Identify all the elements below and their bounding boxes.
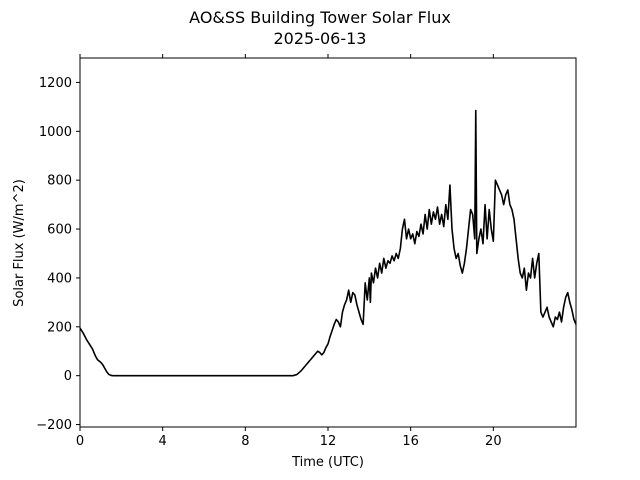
- x-tick-label: 4: [159, 434, 167, 449]
- x-tick-label: 8: [241, 434, 249, 449]
- y-tick-label: 0: [64, 369, 72, 384]
- plot-frame: [79, 57, 577, 428]
- y-tick-label: 400: [47, 271, 72, 286]
- x-tick-label: 16: [402, 434, 419, 449]
- plot-background: [80, 58, 576, 427]
- x-axis-label: Time (UTC): [291, 455, 364, 470]
- x-tick-label: 20: [485, 434, 502, 449]
- y-tick-label: 200: [47, 320, 72, 335]
- solar-flux-series-line: [79, 109, 577, 377]
- chart-subtitle: 2025-06-13: [274, 29, 367, 48]
- x-tick-label: 12: [320, 434, 337, 449]
- y-tick-label: 1000: [39, 125, 72, 140]
- x-tick-label: 0: [76, 434, 84, 449]
- y-axis-label: Solar Flux (W/m^2): [12, 179, 27, 307]
- chart-title: AO&SS Building Tower Solar Flux: [189, 8, 451, 27]
- x-axis-ticks: 0 4 8 12 16 20: [76, 54, 502, 449]
- y-tick-label: −200: [36, 418, 72, 433]
- y-tick-label: 600: [47, 223, 72, 238]
- y-tick-label: 1200: [39, 76, 72, 91]
- y-tick-label: 800: [47, 174, 72, 189]
- plot-lines: [79, 109, 577, 377]
- y-axis-ticks: −200 0 200 400 600 800 1000 1200: [36, 76, 80, 433]
